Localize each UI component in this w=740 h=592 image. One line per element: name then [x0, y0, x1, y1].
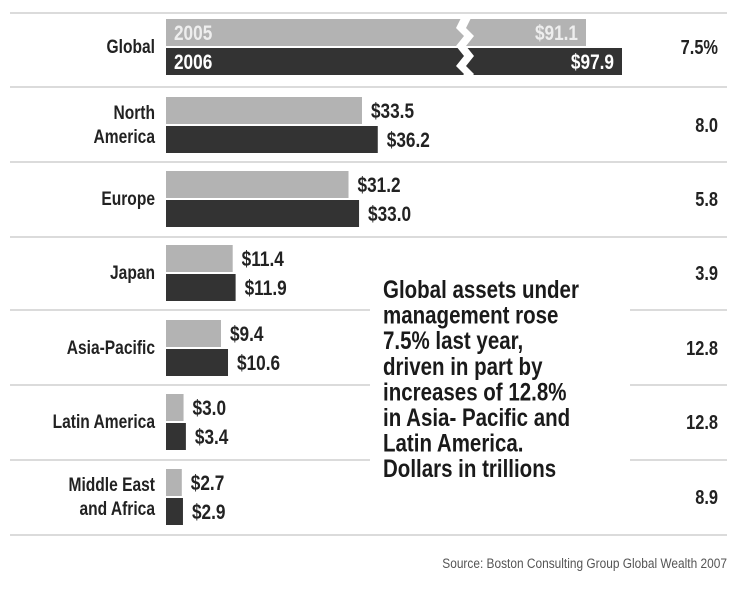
category-label: Latin America [53, 411, 156, 433]
growth-label: 3.9 [695, 261, 718, 284]
legend-label: 2006 [174, 52, 212, 75]
annotation-text: 7.5% last year, [383, 326, 523, 354]
annotation-text: increases of 12.8% [383, 377, 566, 405]
value-label: $9.4 [230, 324, 264, 347]
value-label: $31.2 [358, 175, 401, 198]
legend-label: 2005 [174, 23, 213, 46]
value-label: $91.1 [535, 23, 578, 46]
bar-2006 [166, 48, 622, 75]
category-label: Global [107, 36, 155, 58]
growth-label: 8.0 [695, 113, 718, 136]
bar-2006 [166, 349, 229, 376]
annotation-text: driven in part by [383, 352, 543, 380]
bar-2006 [166, 274, 236, 301]
bar-2006 [166, 498, 183, 525]
value-label: $33.0 [368, 204, 411, 227]
value-label: $97.9 [571, 52, 614, 75]
value-label: $2.7 [191, 473, 225, 496]
value-label: $11.4 [242, 249, 284, 272]
category-label: North [113, 102, 155, 124]
category-label: Asia-Pacific [67, 337, 156, 359]
category-label: Middle East [68, 474, 155, 496]
bar-2005 [166, 19, 586, 46]
value-label: $33.5 [371, 101, 414, 124]
annotation-text: Dollars in trillions [383, 454, 556, 482]
category-label: Japan [110, 262, 155, 284]
value-label: $3.4 [195, 427, 229, 450]
annotation-text: management rose [383, 301, 558, 329]
value-label: $36.2 [387, 130, 430, 153]
annotation-text: in Asia- Pacific and [383, 403, 570, 431]
category-label: America [94, 126, 156, 148]
source-note: Source: Boston Consulting Group Global W… [442, 555, 727, 571]
annotation-text: Global assets under [383, 275, 579, 303]
bar-2005 [166, 245, 233, 272]
growth-label: 12.8 [686, 336, 718, 359]
bar-2005 [166, 469, 182, 496]
category-label: Europe [101, 188, 155, 210]
growth-label: 5.8 [695, 187, 718, 210]
bar-2005 [166, 320, 221, 347]
bar-2005 [166, 97, 362, 124]
axis-break-icon [456, 18, 474, 80]
growth-label: 8.9 [695, 485, 718, 508]
value-label: $2.9 [192, 502, 226, 525]
category-label: and Africa [79, 498, 155, 520]
value-label: $10.6 [237, 353, 280, 376]
bar-2006 [166, 126, 378, 153]
value-label: $11.9 [245, 278, 287, 301]
growth-label: 12.8 [686, 410, 718, 433]
growth-label: 7.5% [681, 35, 718, 58]
annotation-text: Latin America. [383, 429, 524, 457]
value-label: $3.0 [193, 398, 227, 421]
bar-2006 [166, 200, 360, 227]
bar-2005 [166, 394, 184, 421]
bar-2005 [166, 171, 349, 198]
bar-2006 [166, 423, 186, 450]
